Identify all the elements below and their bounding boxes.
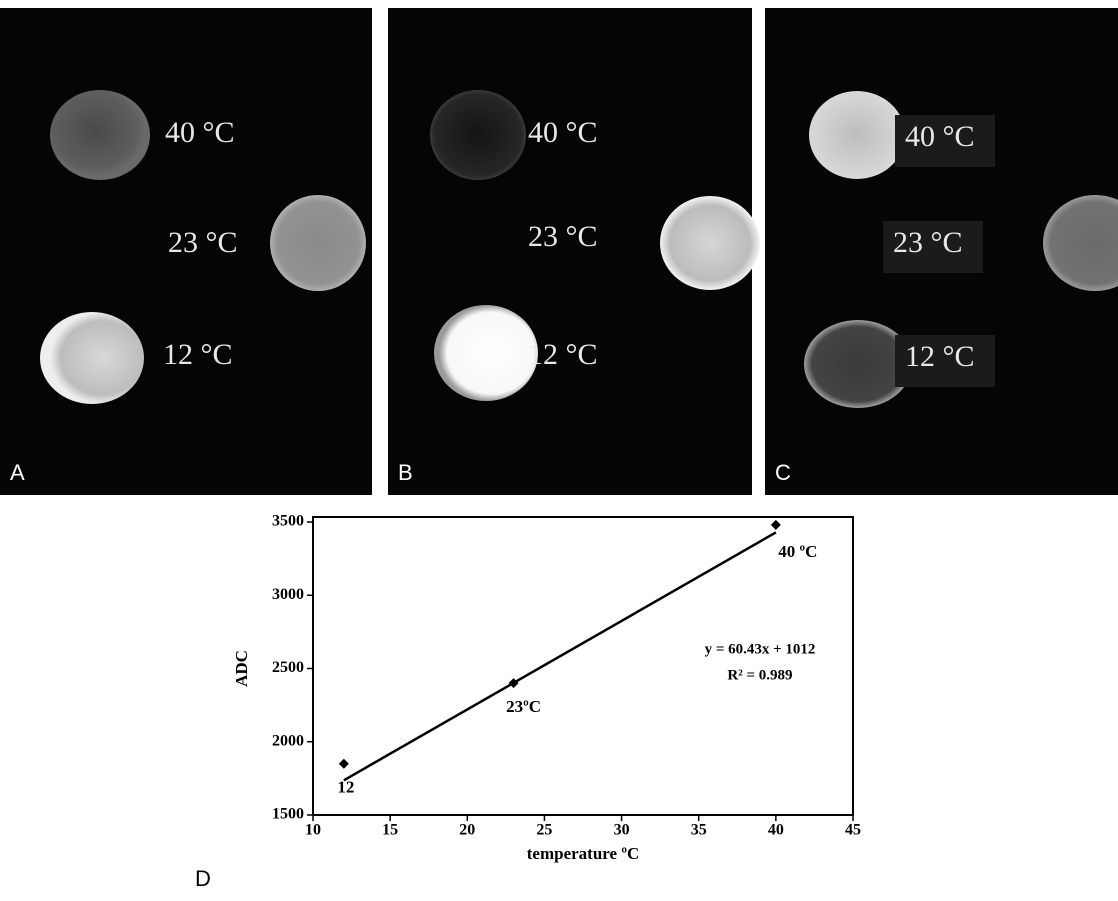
point-label: 40 ºC <box>778 542 817 561</box>
data-point <box>338 758 349 769</box>
y-axis-label: ADC <box>232 650 251 687</box>
y-tick-label: 2500 <box>272 659 304 676</box>
point-label: 12 <box>337 778 354 797</box>
x-tick-label: 20 <box>459 822 475 839</box>
y-tick-label: 3000 <box>272 586 304 603</box>
x-tick-label: 40 <box>768 822 784 839</box>
temperature-label: 23 °C <box>168 226 238 259</box>
phantom <box>270 195 366 291</box>
phantom <box>660 196 760 290</box>
data-point <box>508 678 519 689</box>
temperature-label: 12 °C <box>163 338 233 371</box>
chart: 1500 2000 2500 3000 3500 10 15 20 25 30 35 40 45 temp… <box>195 513 861 891</box>
phantom <box>40 312 144 404</box>
data-point <box>770 519 781 530</box>
y-tick-label: 2000 <box>272 732 304 749</box>
phantom <box>1043 195 1118 291</box>
temperature-label: 12 °C <box>528 338 598 371</box>
x-tick-label: 10 <box>305 822 321 839</box>
phantom <box>430 90 526 180</box>
plot-frame <box>312 516 854 816</box>
temperature-label: 23 °C <box>528 220 598 253</box>
x-tick-label: 25 <box>536 822 552 839</box>
x-tick-label: 30 <box>614 822 630 839</box>
x-tick-label: 35 <box>691 822 707 839</box>
image-panels: 40 °C 23 °C 12 °C A 40 °C 23 °C 12 °C B 40 °C 23 … <box>0 8 1118 495</box>
x-tick-label: 45 <box>845 822 861 839</box>
temperature-label: 40 °C <box>165 116 235 149</box>
equation: y = 60.43x + 1012 <box>705 641 816 657</box>
temperature-label: 23 °C <box>893 226 963 259</box>
panel-label: A <box>10 460 25 485</box>
x-axis-label: temperature ºC <box>527 844 639 863</box>
y-tick-label: 1500 <box>272 806 304 823</box>
r-squared: R² = 0.989 <box>727 667 792 683</box>
panel-label: B <box>398 460 413 485</box>
panel-label: C <box>775 460 791 485</box>
temperature-label: 40 °C <box>905 120 975 153</box>
label-backdrop <box>895 335 995 387</box>
label-backdrop <box>883 221 983 273</box>
label-backdrop <box>895 115 995 167</box>
temperature-label: 12 °C <box>905 340 975 373</box>
temperature-label: 40 °C <box>528 116 598 149</box>
panel-label: D <box>195 866 211 891</box>
point-label: 23ºC <box>506 697 541 716</box>
y-tick-label: 3500 <box>272 513 304 530</box>
phantom <box>804 320 912 408</box>
trendline <box>343 531 777 782</box>
phantom <box>809 91 905 179</box>
phantom <box>50 90 150 180</box>
x-tick-label: 15 <box>382 822 398 839</box>
phantom <box>434 305 538 401</box>
